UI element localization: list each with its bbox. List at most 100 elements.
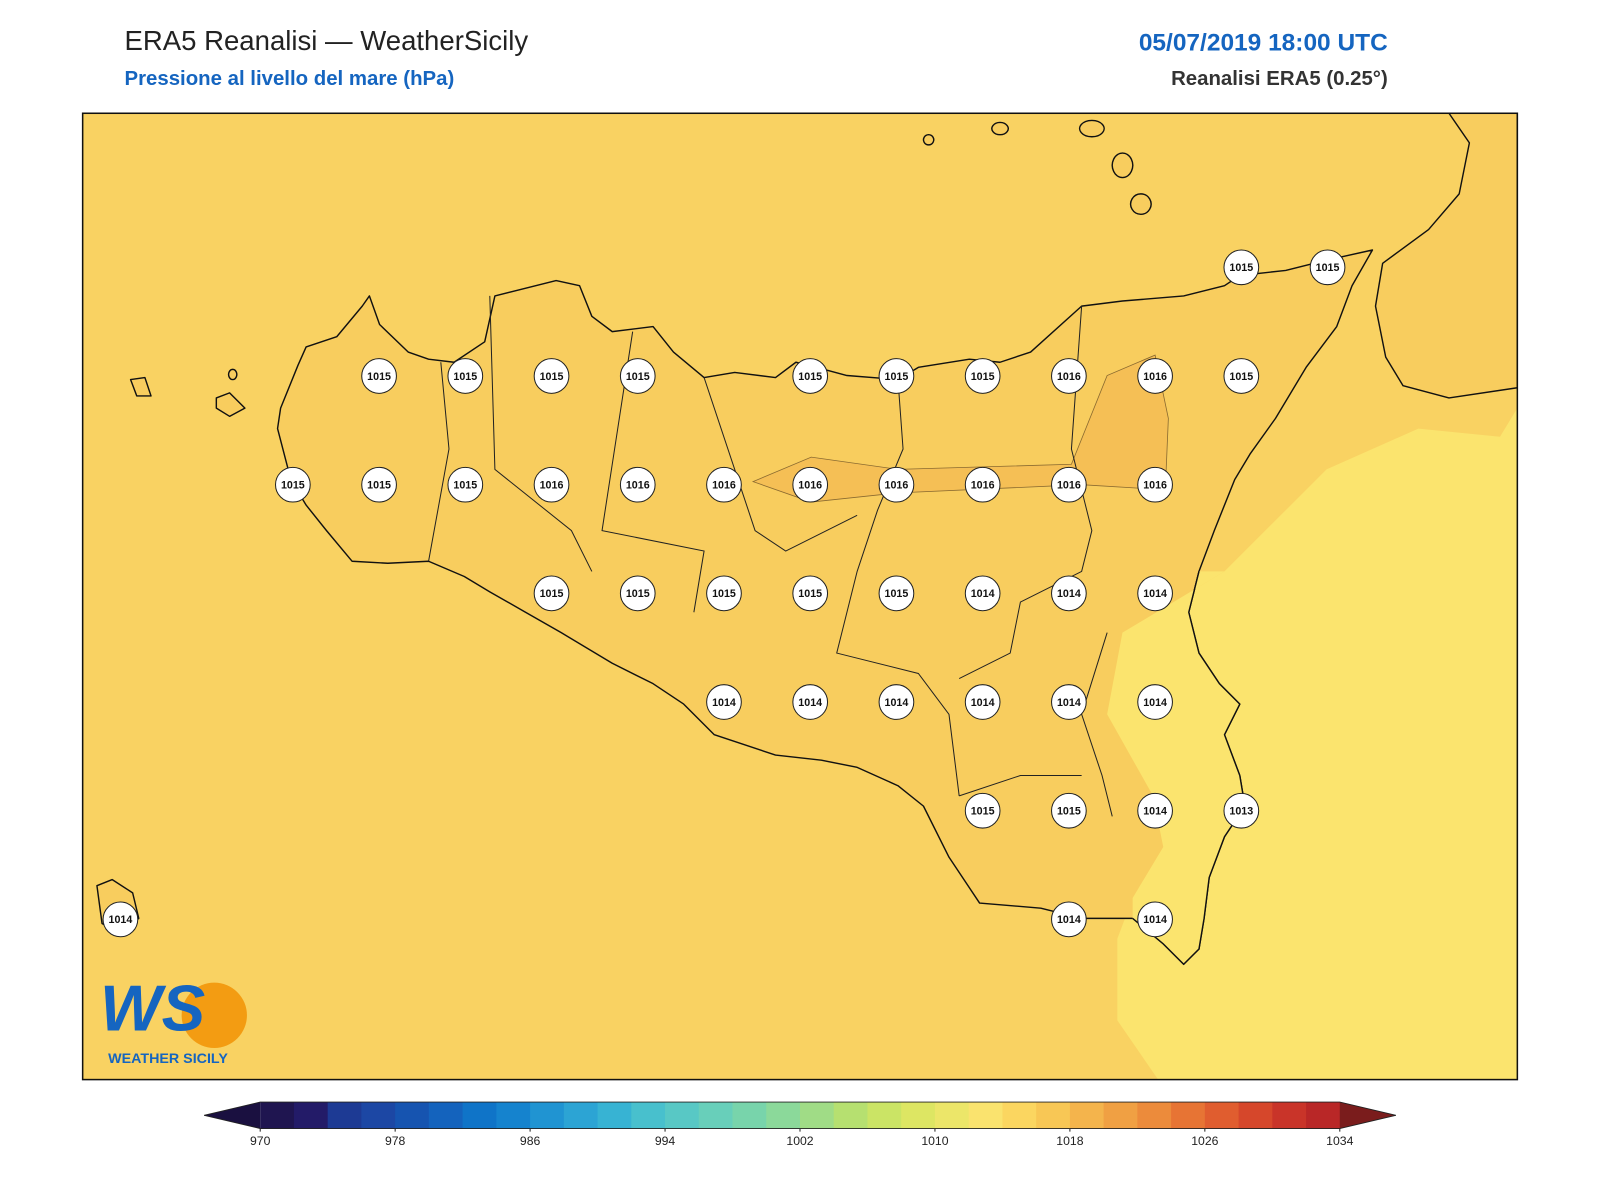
station: 1015 — [447, 466, 484, 503]
colorbar-segment — [833, 1102, 868, 1129]
colorbar-over — [1339, 1102, 1396, 1129]
station-value: 1015 — [540, 371, 564, 383]
station-marker — [792, 575, 829, 612]
station: 1015 — [1309, 249, 1346, 286]
station: 1015 — [964, 792, 1001, 829]
station: 1016 — [1051, 358, 1087, 394]
stations: 1015 1015 1015 1015 1015 1015 1015 1015 1015 1016… — [102, 249, 1346, 938]
station-marker — [1223, 792, 1260, 829]
station-value: 1014 — [1143, 697, 1167, 709]
station-value: 1015 — [712, 588, 736, 600]
colorbar-segment — [1137, 1102, 1172, 1129]
station: 1014 — [878, 684, 915, 720]
station-marker — [1051, 901, 1087, 938]
station-value: 1014 — [1057, 588, 1081, 600]
station-value: 1016 — [1057, 480, 1081, 492]
colorbar-under — [204, 1102, 261, 1129]
colorbar: 970 978 986 994 1002 1010 1018 1026 1034 — [203, 1101, 1397, 1148]
colorbar-segment — [462, 1102, 497, 1129]
map — [81, 112, 1519, 1081]
station-value: 1015 — [1316, 262, 1340, 274]
station-value: 1016 — [971, 480, 995, 492]
station-marker — [619, 358, 656, 394]
station: 1014 — [964, 575, 1001, 612]
colorbar-segment — [1204, 1102, 1240, 1129]
station-marker — [275, 466, 311, 503]
station-marker — [1137, 792, 1173, 829]
station-value: 1015 — [971, 806, 995, 818]
station-value: 1013 — [1229, 806, 1253, 818]
station-marker — [792, 466, 829, 503]
colorbar-segment — [597, 1102, 632, 1129]
station-marker — [706, 684, 742, 720]
station-marker — [1223, 249, 1260, 286]
station: 1014 — [1137, 792, 1173, 829]
station: 1015 — [964, 358, 1001, 394]
station-value: 1015 — [885, 371, 909, 383]
station-marker — [878, 358, 915, 394]
colorbar-segment — [631, 1102, 666, 1129]
station-marker — [1051, 466, 1087, 503]
station-value: 1015 — [885, 588, 909, 600]
station: 1015 — [792, 575, 829, 612]
colorbar-segment — [1171, 1102, 1206, 1129]
station: 1015 — [1051, 792, 1087, 829]
station: 1014 — [1051, 575, 1087, 612]
station: 1014 — [1137, 684, 1173, 720]
station-value: 1016 — [885, 480, 909, 492]
station: 1016 — [533, 466, 570, 503]
colorbar-tick-label: 986 — [520, 1134, 541, 1148]
station-value: 1014 — [1057, 914, 1081, 926]
station: 1014 — [1137, 901, 1173, 938]
station-marker — [1051, 358, 1087, 394]
colorbar-tick-label: 970 — [250, 1134, 271, 1148]
colorbar-segment — [327, 1102, 362, 1129]
station-marker — [102, 901, 139, 938]
station-value: 1014 — [1143, 914, 1167, 926]
colorbar-tick-label: 978 — [385, 1134, 406, 1148]
station: 1015 — [619, 575, 656, 612]
station-marker — [619, 575, 656, 612]
station-value: 1014 — [1143, 588, 1167, 600]
station-marker — [1051, 575, 1087, 612]
colorbar-segment — [800, 1102, 835, 1129]
colorbar-segment — [1002, 1102, 1037, 1129]
station-marker — [964, 684, 1001, 720]
station-marker — [1137, 684, 1173, 720]
station: 1016 — [964, 466, 1001, 503]
low-pressure-area — [1107, 408, 1518, 1080]
station-value: 1015 — [1229, 262, 1253, 274]
station-value: 1015 — [1057, 806, 1081, 818]
station-value: 1014 — [109, 914, 133, 926]
subtitle: Pressione al livello del mare (hPa) — [124, 68, 454, 90]
map-frame — [81, 112, 1519, 1081]
station: 1016 — [706, 466, 742, 503]
station-marker — [878, 466, 915, 503]
colorbar-tick-label: 1002 — [786, 1134, 813, 1148]
station: 1013 — [1223, 792, 1260, 829]
station-value: 1014 — [971, 697, 995, 709]
colorbar-tick-label: 994 — [655, 1134, 676, 1148]
station: 1014 — [1051, 901, 1087, 938]
station-value: 1016 — [1143, 371, 1167, 383]
colorbar-tick-label: 1034 — [1326, 1134, 1353, 1148]
station-marker — [1309, 249, 1346, 286]
station-marker — [533, 466, 570, 503]
colorbar-segment — [1103, 1102, 1138, 1129]
station: 1014 — [964, 684, 1001, 720]
station-value: 1015 — [281, 480, 305, 492]
station-marker — [878, 684, 915, 720]
province-borders — [428, 295, 1113, 817]
logo: WS WEATHER SICILY — [100, 972, 247, 1067]
station: 1014 — [792, 684, 829, 720]
station-value: 1016 — [626, 480, 650, 492]
station: 1015 — [619, 358, 656, 394]
station-marker — [1137, 466, 1173, 503]
station: 1015 — [1223, 249, 1260, 286]
colorbar-tick-label: 1026 — [1191, 1134, 1218, 1148]
station-marker — [878, 575, 915, 612]
station: 1015 — [533, 575, 570, 612]
station-marker — [1137, 358, 1173, 394]
station-value: 1015 — [367, 371, 391, 383]
station-value: 1015 — [540, 588, 564, 600]
